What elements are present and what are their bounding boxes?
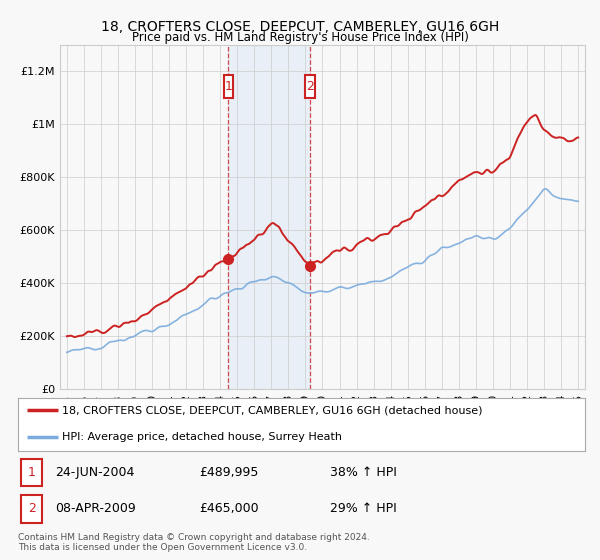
Text: £489,995: £489,995 <box>199 466 259 479</box>
Text: 38% ↑ HPI: 38% ↑ HPI <box>330 466 397 479</box>
Text: 1: 1 <box>224 80 232 93</box>
Text: 24-JUN-2004: 24-JUN-2004 <box>55 466 134 479</box>
FancyBboxPatch shape <box>21 495 43 522</box>
Text: 18, CROFTERS CLOSE, DEEPCUT, CAMBERLEY, GU16 6GH (detached house): 18, CROFTERS CLOSE, DEEPCUT, CAMBERLEY, … <box>62 405 483 416</box>
Text: 08-APR-2009: 08-APR-2009 <box>55 502 136 515</box>
Text: 29% ↑ HPI: 29% ↑ HPI <box>330 502 397 515</box>
Text: £465,000: £465,000 <box>199 502 259 515</box>
Text: 1: 1 <box>28 466 35 479</box>
Bar <box>229 45 310 389</box>
FancyBboxPatch shape <box>224 75 233 98</box>
Text: 18, CROFTERS CLOSE, DEEPCUT, CAMBERLEY, GU16 6GH: 18, CROFTERS CLOSE, DEEPCUT, CAMBERLEY, … <box>101 20 499 34</box>
Text: Contains HM Land Registry data © Crown copyright and database right 2024.: Contains HM Land Registry data © Crown c… <box>18 533 370 542</box>
Text: This data is licensed under the Open Government Licence v3.0.: This data is licensed under the Open Gov… <box>18 543 307 552</box>
Text: HPI: Average price, detached house, Surrey Heath: HPI: Average price, detached house, Surr… <box>62 432 342 442</box>
Text: Price paid vs. HM Land Registry's House Price Index (HPI): Price paid vs. HM Land Registry's House … <box>131 31 469 44</box>
FancyBboxPatch shape <box>305 75 315 98</box>
Text: 2: 2 <box>306 80 314 93</box>
Text: 2: 2 <box>28 502 35 515</box>
FancyBboxPatch shape <box>21 459 43 486</box>
